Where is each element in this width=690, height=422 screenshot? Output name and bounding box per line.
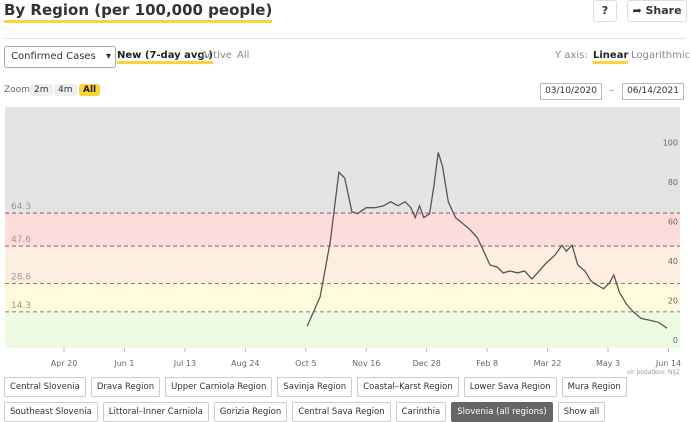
date-to[interactable]: 06/14/2021 (622, 83, 684, 100)
band (5, 107, 680, 214)
tab[interactable]: New (7-day avg.) (117, 50, 213, 64)
share-button[interactable]: ➦ Share (627, 0, 687, 22)
y-tick-label: 80 (668, 178, 678, 187)
x-tick-label: Apr 20 (51, 359, 78, 368)
y-tick-label: 20 (668, 297, 678, 306)
y-tick-label: 0 (673, 336, 678, 345)
threshold-label: 64.3 (11, 202, 31, 212)
band (5, 311, 680, 348)
zoom-option[interactable]: All (79, 84, 101, 96)
band (5, 246, 680, 284)
select-arrow: ▾ (105, 51, 111, 62)
band (5, 283, 680, 312)
share-label: Share (645, 4, 682, 17)
tab[interactable]: Active (201, 50, 232, 61)
threshold-label: 47.6 (11, 235, 31, 245)
region-button[interactable]: Gorizia Region (213, 402, 288, 422)
x-tick-label: Oct 5 (295, 359, 316, 368)
select-text: Confirmed Cases (11, 51, 96, 62)
x-tick-label: Mar 22 (534, 359, 562, 368)
yaxis-label: Y axis: (555, 50, 588, 61)
date-from[interactable]: 03/10/2020 (540, 83, 602, 100)
zoom-label: Zoom (4, 85, 30, 95)
x-tick-label: Feb 8 (476, 359, 498, 368)
band (5, 213, 680, 247)
page-title: By Region (per 100,000 people) (4, 0, 273, 23)
x-tick-label: Jul 13 (173, 359, 196, 368)
help-button[interactable]: ? (593, 0, 617, 22)
yaxis-option[interactable]: Logarithmic (631, 50, 690, 61)
threshold-label: 28.6 (11, 273, 31, 283)
region-button[interactable]: Central Slovenia (4, 377, 86, 397)
yaxis-option[interactable]: Linear (593, 50, 629, 64)
tab[interactable]: All (237, 50, 250, 61)
zoom-option[interactable]: 2m (30, 84, 53, 96)
share-icon: ➦ (632, 4, 646, 17)
y-tick-label: 100 (663, 139, 678, 148)
region-button[interactable]: Show all (557, 402, 606, 422)
x-tick-label: Nov 16 (352, 359, 380, 368)
x-tick-label: May 3 (596, 359, 620, 368)
region-button[interactable]: Mura Region (561, 377, 627, 397)
x-tick-label: Dec 28 (413, 359, 441, 368)
x-tick-label: Jun 1 (113, 359, 134, 368)
source: vir podatkov: NIJZ (627, 369, 680, 376)
region-buttons: Central Slovenia Drava Region Upper Carnio… (4, 377, 664, 422)
region-button[interactable]: Carinthia (395, 402, 447, 422)
y-tick-label: 40 (668, 257, 678, 266)
divider (4, 38, 686, 39)
region-button[interactable]: Littoral–Inner Carniola (102, 402, 209, 422)
region-button[interactable]: Savinja Region (277, 377, 353, 397)
y-tick-label: 60 (668, 218, 678, 227)
region-button[interactable]: Southeast Slovenia (4, 402, 98, 422)
date-separator: – (609, 85, 614, 96)
region-button[interactable]: Coastal–Karst Region (357, 377, 459, 397)
data-line (306, 152, 668, 329)
metric-select[interactable]: Confirmed Cases ▾ (4, 46, 116, 68)
x-tick-label: Aug 24 (231, 359, 259, 368)
region-button[interactable]: Central Sava Region (292, 402, 391, 422)
region-button[interactable]: Lower Sava Region (463, 377, 557, 397)
region-button[interactable]: Slovenia (all regions) (451, 402, 553, 422)
threshold-label: 14.3 (11, 301, 31, 311)
x-tick-label: Jun 14 (655, 359, 681, 368)
region-button[interactable]: Upper Carniola Region (165, 377, 273, 397)
region-button[interactable]: Drava Region (90, 377, 161, 397)
zoom-option[interactable]: 4m (54, 84, 77, 96)
chart: 14.3 28.6 47.6 64.3 0 20 40 60 80 100 Apr 20 Jun 1 J… (5, 107, 681, 376)
